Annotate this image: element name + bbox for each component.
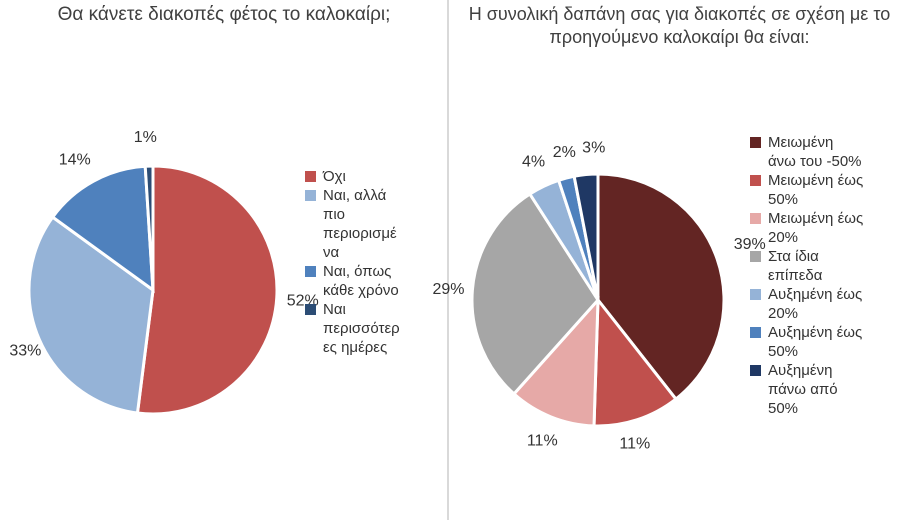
legend-item-0-0: Όχι bbox=[305, 167, 425, 186]
legend-label-1-3-1: επίπεδα bbox=[768, 267, 823, 284]
legend-label-1-1-1: 50% bbox=[768, 191, 799, 208]
legend-label-1-6-0: Αυξημένη bbox=[768, 362, 833, 379]
pie-slice-1-2 bbox=[511, 295, 600, 428]
legend-label-0-2-0: Ναι, όπως bbox=[323, 263, 392, 280]
chart-title-spending: Η συνολική δαπάνη σας για διακοπές σε σχ… bbox=[468, 4, 891, 47]
legend-item-1-5: Αυξημένη έως 50% bbox=[750, 323, 890, 361]
legend-label-0-1-0: Ναι, αλλά bbox=[323, 187, 387, 204]
legend-swatch-1-6 bbox=[750, 365, 761, 376]
legend-item-1-2: Μειωμένη έως 20% bbox=[750, 209, 890, 247]
legend-label-1-0-1: άνω του -50% bbox=[768, 153, 862, 170]
legend-swatch-1-5 bbox=[750, 327, 761, 338]
legend-item-0-1: Ναι, αλλά πιο περιορισμέ να bbox=[305, 186, 425, 262]
legend-label-1-0-0: Μειωμένη bbox=[768, 134, 834, 151]
legend-label-0-2-1: κάθε χρόνο bbox=[323, 282, 399, 299]
legend-label-1-1-0: Μειωμένη έως bbox=[768, 172, 864, 189]
chart-panel-vacation: Θα κάνετε διακοπές φέτος το καλοκαίρι; 5… bbox=[0, 0, 448, 520]
legend-item-1-4: Αυξημένη έως 20% bbox=[750, 285, 890, 323]
chart-panel-spending: Η συνολική δαπάνη σας για διακοπές σε σχ… bbox=[432, 0, 909, 520]
pie-slice-1-0 bbox=[596, 172, 726, 402]
pie-slice-1-3 bbox=[470, 191, 600, 397]
pie-slice-0-0 bbox=[135, 164, 279, 416]
legend-label-0-1-3: να bbox=[323, 244, 340, 261]
legend-label-1-4-0: Αυξημένη έως bbox=[768, 286, 863, 303]
legend-label-1-6-1: πάνω από bbox=[768, 381, 838, 398]
pie-slice-0-3 bbox=[143, 164, 155, 291]
legend-swatch-0-3 bbox=[305, 304, 316, 315]
legend-item-0-2: Ναι, όπως κάθε χρόνο bbox=[305, 262, 425, 300]
legend-item-1-6: Αυξημένη πάνω από 50% bbox=[750, 361, 890, 418]
legend-label-0-1-2: περιορισμέ bbox=[323, 225, 397, 242]
pie-label-0-3: 1% bbox=[134, 129, 157, 146]
pie-label-1-1: 11% bbox=[619, 436, 650, 453]
legend-item-1-3: Στα ίδια επίπεδα bbox=[750, 247, 890, 285]
legend-label-0-1-1: πιο bbox=[323, 206, 346, 223]
legend-label-1-5-1: 50% bbox=[768, 343, 799, 360]
pie-label-1-6: 3% bbox=[582, 140, 605, 157]
legend-label-1-4-1: 20% bbox=[768, 305, 799, 322]
chart-title-vacation: Θα κάνετε διακοπές φέτος το καλοκαίρι; bbox=[57, 4, 391, 25]
legend-swatch-1-2 bbox=[750, 213, 761, 224]
legend-item-0-3: Ναι περισσότερ ες ημέρες bbox=[305, 300, 425, 357]
legend-label-1-2-0: Μειωμένη έως bbox=[768, 210, 864, 227]
legend-swatch-0-2 bbox=[305, 266, 316, 277]
pie-label-1-0: 39% bbox=[734, 236, 766, 253]
pie-label-1-3: 29% bbox=[432, 281, 464, 298]
legend-swatch-1-0 bbox=[750, 137, 761, 148]
pie-slice-0-1 bbox=[27, 215, 155, 415]
pie-slice-1-1 bbox=[592, 295, 678, 428]
pie-label-1-4: 4% bbox=[522, 154, 545, 171]
pie-label-1-2: 11% bbox=[527, 432, 558, 449]
pie-slice-1-6 bbox=[572, 172, 600, 301]
legend-label-1-5-0: Αυξημένη έως bbox=[768, 324, 863, 341]
legend-label-1-2-1: 20% bbox=[768, 229, 799, 246]
legend-label-1-6-2: 50% bbox=[768, 400, 799, 417]
legend-spending: Μειωμένη άνω του -50% Μειωμένη έως 50% Μειωμ… bbox=[750, 133, 890, 418]
pie-chart-vacation: 52%33%14%1% bbox=[9, 129, 319, 416]
legend-item-1-1: Μειωμένη έως 50% bbox=[750, 171, 890, 209]
legend-swatch-0-1 bbox=[305, 190, 316, 201]
legend-swatch-1-3 bbox=[750, 251, 761, 262]
legend-label-0-3-1: περισσότερ bbox=[323, 320, 400, 337]
legend-item-1-0: Μειωμένη άνω του -50% bbox=[750, 133, 890, 171]
panel-divider bbox=[447, 0, 449, 520]
legend-label-0-3-2: ες ημέρες bbox=[323, 339, 388, 356]
legend-label-1-3-0: Στα ίδια bbox=[768, 248, 819, 265]
legend-swatch-1-4 bbox=[750, 289, 761, 300]
pie-label-0-2: 14% bbox=[59, 152, 91, 169]
legend-swatch-0-0 bbox=[305, 171, 316, 182]
legend-vacation: Όχι Ναι, αλλά πιο περιορισμέ να Ναι, όπως κάθε… bbox=[305, 167, 425, 357]
legend-label-0-0-0: Όχι bbox=[323, 168, 346, 185]
pie-label-0-1: 33% bbox=[9, 343, 41, 360]
pie-chart-spending: 39% 11% 11% 29% 4% 2% 3% bbox=[432, 140, 766, 453]
legend-label-0-3-0: Ναι bbox=[323, 301, 346, 318]
legend-swatch-1-1 bbox=[750, 175, 761, 186]
pie-label-1-5: 2% bbox=[553, 144, 576, 161]
pie-slice-0-2 bbox=[50, 164, 155, 294]
